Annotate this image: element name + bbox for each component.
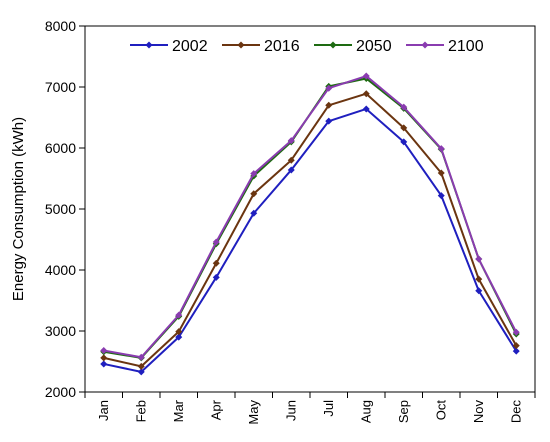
data-point-2100 [325, 84, 333, 92]
x-tick-label: Apr [208, 399, 223, 420]
legend-label-2016: 2016 [264, 38, 300, 55]
x-tick-label: Jan [96, 400, 111, 421]
data-point-2002 [287, 166, 295, 174]
legend-label-2050: 2050 [356, 38, 392, 55]
data-point-2016 [325, 101, 333, 109]
series-line-2100 [103, 75, 518, 359]
data-point-2002 [325, 117, 333, 125]
y-axis: 2000 3000 4000 5000 6000 7000 8000 [45, 18, 85, 400]
data-point-2100 [137, 353, 145, 361]
y-tick-label: 6000 [45, 140, 76, 156]
data-point-2100 [175, 311, 183, 319]
x-tick-label: Jun [283, 400, 298, 421]
y-tick-label: 4000 [45, 262, 76, 278]
x-tick-label: Dec [508, 400, 523, 424]
x-tick-label: Nov [471, 400, 486, 424]
data-point-2016 [475, 275, 483, 283]
legend-marker-2002 [145, 41, 153, 49]
data-point-2100 [287, 137, 295, 145]
legend-label-2002: 2002 [172, 38, 208, 55]
data-point-2016 [137, 362, 145, 370]
data-point-2016 [100, 354, 108, 362]
y-tick-label: 5000 [45, 201, 76, 217]
data-point-2002 [400, 138, 408, 146]
x-tick-label: Sep [396, 400, 411, 423]
legend-marker-2100 [421, 41, 429, 49]
data-point-2002 [175, 333, 183, 341]
x-tick-label: May [246, 400, 261, 425]
y-tick-label: 8000 [45, 18, 76, 34]
x-tick-label: Jul [321, 400, 336, 417]
legend: 2002 2016 2050 2100 [130, 38, 484, 55]
data-point-2100 [250, 170, 258, 178]
data-point-2016 [287, 156, 295, 164]
x-tick-label: Mar [171, 399, 186, 422]
x-axis: Jan Feb Mar Apr May Jun Jul Aug Sep Oct Nov Dec [84, 392, 536, 425]
legend-label-2100: 2100 [448, 38, 484, 55]
data-point-2016 [212, 259, 220, 267]
data-point-2002 [475, 287, 483, 295]
data-point-2100 [437, 145, 445, 153]
data-point-2100 [100, 347, 108, 355]
data-point-2100 [475, 255, 483, 263]
data-point-2002 [512, 347, 520, 355]
data-point-2100 [512, 328, 520, 336]
data-point-2002 [212, 273, 220, 281]
data-point-2002 [362, 105, 370, 113]
data-point-2100 [362, 72, 370, 80]
series-group [100, 72, 520, 376]
data-point-2100 [212, 238, 220, 246]
x-tick-label: Feb [133, 400, 148, 422]
y-tick-label: 7000 [45, 79, 76, 95]
data-point-2016 [400, 124, 408, 132]
x-tick-label: Oct [433, 400, 448, 421]
legend-marker-2050 [329, 41, 337, 49]
data-point-2016 [250, 190, 258, 198]
series-line-2050 [103, 77, 518, 359]
data-point-2002 [137, 368, 145, 376]
data-point-2002 [250, 209, 258, 217]
data-point-2100 [400, 103, 408, 111]
data-point-2016 [175, 328, 183, 336]
data-point-2002 [100, 360, 108, 368]
series-line-2016 [103, 92, 518, 368]
legend-marker-2016 [237, 41, 245, 49]
data-point-2016 [512, 342, 520, 350]
plot-area [84, 25, 536, 393]
x-tick-label: Aug [358, 400, 373, 423]
series-line-2002 [103, 107, 518, 373]
data-point-2016 [437, 169, 445, 177]
y-axis-label: Energy Consumption (kWh) [10, 117, 27, 301]
data-point-2002 [437, 192, 445, 200]
data-point-2016 [362, 90, 370, 98]
y-tick-label: 2000 [45, 384, 76, 400]
y-tick-label: 3000 [45, 323, 76, 339]
